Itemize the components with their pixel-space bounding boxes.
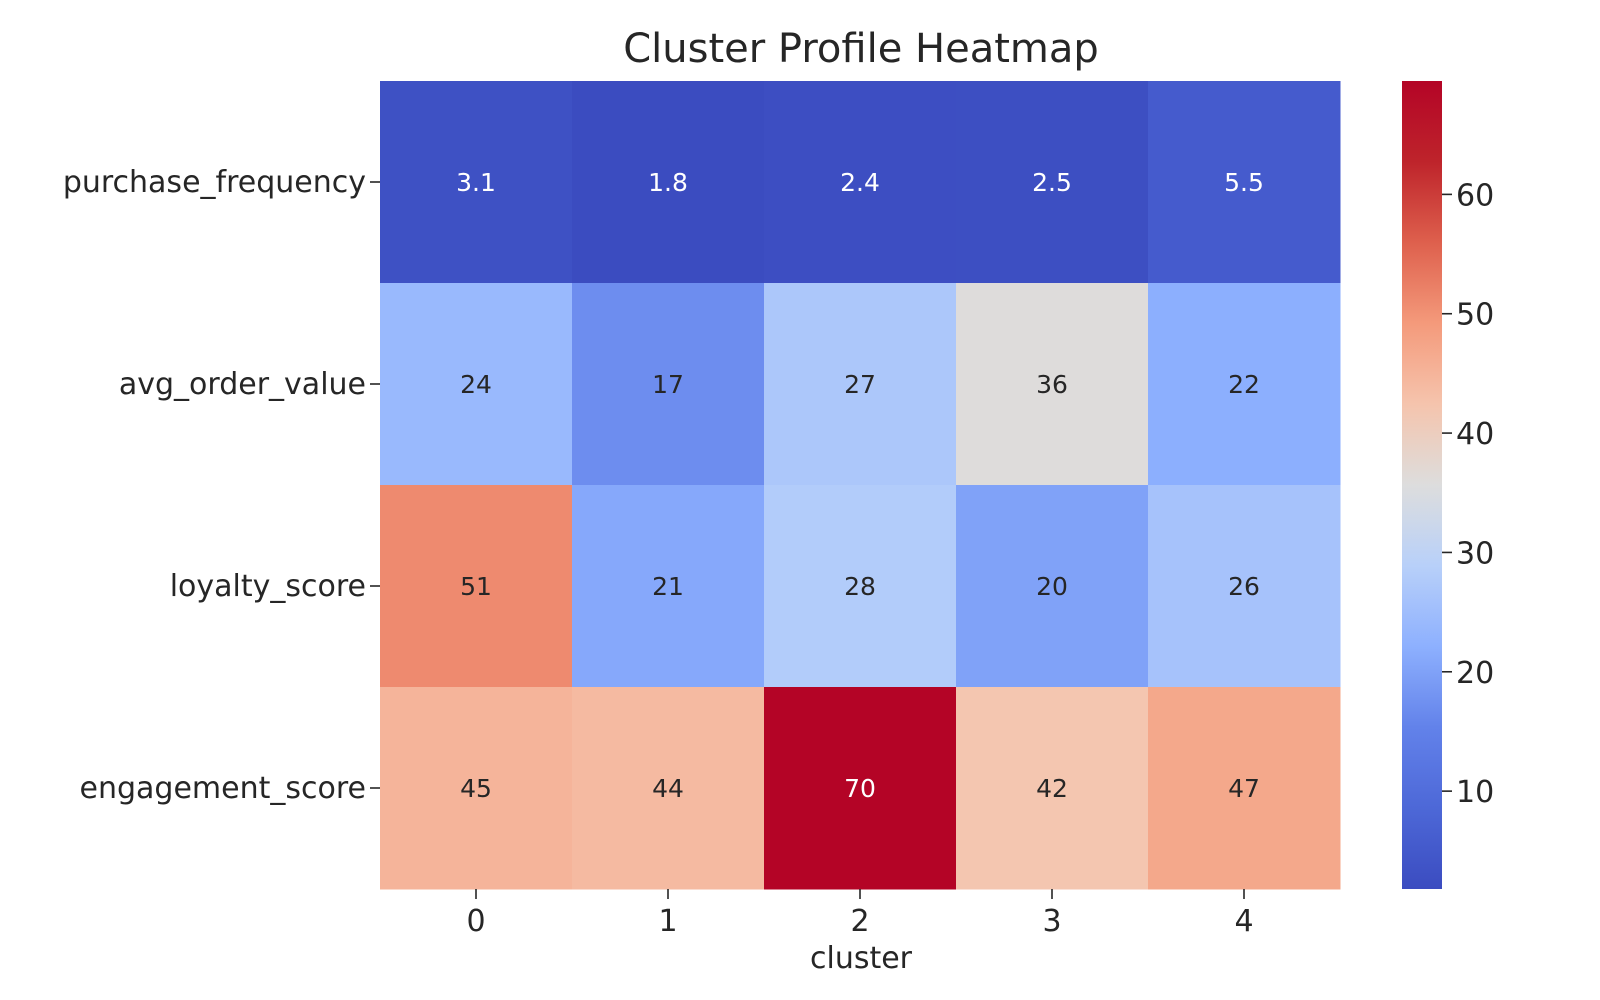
chart-title: Cluster Profile Heatmap xyxy=(623,26,1099,72)
heatmap-cell xyxy=(380,81,573,284)
heatmap-cells: 3.1 1.8 2.4 2.5 5.5 24 17 27 36 22 51 21 28 20 26 45 44 7… xyxy=(380,81,1341,890)
heatmap-cell xyxy=(764,283,957,486)
heatmap-cell xyxy=(380,283,573,486)
heatmap-cell xyxy=(380,485,573,688)
heatmap-cell xyxy=(572,485,765,688)
cell-value-label: 36 xyxy=(1036,370,1068,399)
heatmap-cell xyxy=(956,687,1149,890)
colorbar xyxy=(1402,81,1442,889)
cell-value-label: 28 xyxy=(844,572,876,601)
heatmap-cell xyxy=(1148,81,1341,284)
cell-value-label: 3.1 xyxy=(456,168,496,197)
heatmap-cell xyxy=(764,81,957,284)
colorbar-tick-label: 60 xyxy=(1456,178,1494,213)
cell-value-label: 24 xyxy=(460,370,492,399)
colorbar-tick-label: 40 xyxy=(1456,417,1494,452)
heatmap-cell xyxy=(572,283,765,486)
x-tick-label: 0 xyxy=(466,904,485,939)
cell-value-label: 27 xyxy=(844,370,876,399)
y-axis-labels: purchase_frequency avg_order_valueloyalty… xyxy=(63,165,380,806)
colorbar-tick-label: 20 xyxy=(1456,656,1494,691)
cell-value-label: 51 xyxy=(460,572,492,601)
cell-value-label: 26 xyxy=(1228,572,1260,601)
cell-value-label: 44 xyxy=(652,774,684,803)
x-axis-label: cluster xyxy=(810,941,913,976)
heatmap-cell xyxy=(956,283,1149,486)
heatmap-cell xyxy=(764,485,957,688)
cell-value-label: 2.4 xyxy=(840,168,880,197)
cell-value-label: 70 xyxy=(844,774,876,803)
x-axis-ticks: 0 1 2 3 4 xyxy=(466,889,1254,939)
x-tick-label: 4 xyxy=(1234,904,1253,939)
heatmap-cell xyxy=(956,485,1149,688)
cell-value-label: 1.8 xyxy=(648,168,688,197)
cell-value-label: 21 xyxy=(652,572,684,601)
y-tick-label: purchase_frequency xyxy=(63,165,366,200)
heatmap-cell xyxy=(380,687,573,890)
cell-value-label: 2.5 xyxy=(1032,168,1072,197)
heatmap-cell xyxy=(1148,485,1341,688)
heatmap-cell xyxy=(764,687,957,890)
cell-value-label: 20 xyxy=(1036,572,1068,601)
heatmap-cell xyxy=(1148,687,1341,890)
cell-value-label: 22 xyxy=(1228,370,1260,399)
cell-value-label: 45 xyxy=(460,774,492,803)
heatmap-cell xyxy=(572,81,765,284)
colorbar-ticks: 10 20 30 40 50 60 xyxy=(1442,178,1494,810)
colorbar-tick-label: 50 xyxy=(1456,298,1494,333)
x-tick-label: 2 xyxy=(850,904,869,939)
heatmap-cell xyxy=(572,687,765,890)
y-tick-label: avg_order_value xyxy=(119,367,366,402)
cell-value-label: 47 xyxy=(1228,774,1260,803)
cell-value-label: 5.5 xyxy=(1224,168,1264,197)
x-tick-label: 1 xyxy=(658,904,677,939)
heatmap-cell xyxy=(1148,283,1341,486)
y-tick-label: loyalty_score xyxy=(170,569,366,604)
x-tick-label: 3 xyxy=(1042,904,1061,939)
colorbar-tick-label: 10 xyxy=(1456,775,1494,810)
cell-value-label: 42 xyxy=(1036,774,1068,803)
heatmap-cell xyxy=(956,81,1149,284)
y-tick-label: engagement_score xyxy=(80,771,366,806)
colorbar-tick-label: 30 xyxy=(1456,536,1494,571)
cell-value-label: 17 xyxy=(652,370,684,399)
